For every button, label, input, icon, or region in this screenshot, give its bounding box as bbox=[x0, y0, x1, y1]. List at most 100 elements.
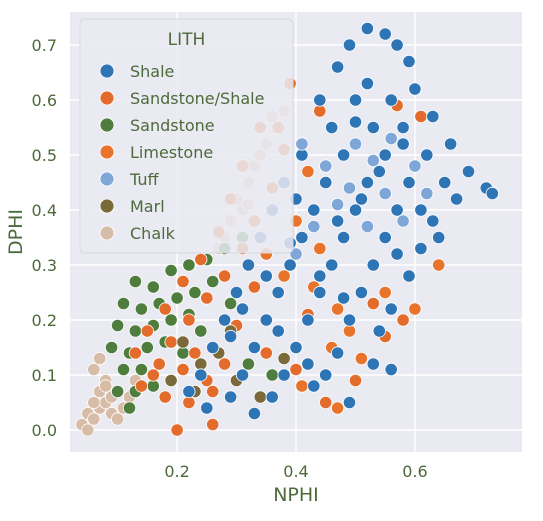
point-limestone bbox=[354, 351, 368, 366]
legend-label: Limestone bbox=[130, 143, 213, 162]
point-shale bbox=[348, 203, 363, 217]
point-shale bbox=[194, 368, 208, 382]
point-shale bbox=[313, 93, 327, 107]
legend-marker bbox=[99, 63, 115, 79]
point-tuff bbox=[319, 159, 333, 173]
point-limestone bbox=[313, 241, 327, 256]
point-shale bbox=[319, 368, 333, 382]
point-shale bbox=[378, 148, 392, 162]
legend-label: Marl bbox=[130, 197, 165, 216]
x-tick-label: 0.4 bbox=[283, 462, 308, 481]
point-shale bbox=[247, 406, 261, 421]
y-axis-ticks: 0.0 0.1 0.2 0.3 0.4 0.5 0.6 0.7 bbox=[32, 36, 57, 440]
point-tuff bbox=[330, 197, 345, 212]
point-limestone bbox=[432, 258, 446, 272]
point-shale bbox=[241, 258, 255, 272]
point-shale bbox=[289, 340, 303, 355]
point-sandstone-shale bbox=[206, 417, 220, 432]
point-shale bbox=[354, 192, 368, 206]
point-shale bbox=[182, 384, 196, 399]
point-shale bbox=[200, 401, 214, 415]
point-sandstone-shale bbox=[158, 390, 172, 404]
point-shale bbox=[307, 203, 321, 217]
y-tick-label: 0.7 bbox=[32, 36, 57, 55]
y-tick-label: 0.2 bbox=[32, 311, 57, 330]
point-tuff bbox=[348, 137, 363, 151]
point-sandstone-shale bbox=[200, 291, 214, 305]
point-shale bbox=[366, 357, 380, 371]
point-shale bbox=[366, 258, 380, 272]
point-shale bbox=[271, 285, 285, 300]
legend-marker bbox=[99, 171, 115, 187]
legend-label: Chalk bbox=[130, 224, 176, 243]
point-shale bbox=[366, 120, 380, 135]
point-shale bbox=[247, 340, 261, 355]
point-shale bbox=[426, 109, 440, 124]
point-shale bbox=[259, 313, 273, 327]
legend-label: Sandstone/Shale bbox=[130, 89, 264, 108]
point-shale bbox=[277, 368, 291, 382]
legend: LITH Shale Sandstone/Shale Sandstone Limest… bbox=[79, 18, 294, 254]
legend-marker bbox=[99, 117, 115, 133]
point-shale bbox=[408, 82, 422, 96]
point-sandstone bbox=[188, 285, 202, 300]
point-tuff bbox=[342, 181, 357, 195]
point-shale bbox=[438, 175, 452, 190]
point-sandstone bbox=[122, 401, 137, 415]
point-sandstone-shale bbox=[289, 362, 303, 377]
point-sandstone-shale bbox=[182, 395, 196, 410]
point-shale bbox=[390, 203, 404, 217]
y-axis-label: DPHI bbox=[5, 209, 27, 255]
point-marl bbox=[253, 390, 267, 404]
point-limestone bbox=[408, 302, 422, 316]
point-chalk bbox=[99, 379, 113, 393]
point-tuff bbox=[384, 131, 398, 146]
point-marl bbox=[176, 335, 190, 349]
point-shale bbox=[414, 241, 428, 256]
x-tick-label: 0.2 bbox=[164, 462, 189, 481]
point-chalk bbox=[87, 412, 101, 426]
point-sandstone bbox=[134, 302, 148, 316]
point-shale bbox=[348, 93, 363, 107]
point-shale bbox=[342, 38, 357, 52]
point-shale bbox=[396, 137, 410, 151]
point-shale bbox=[396, 120, 410, 135]
legend-box bbox=[79, 18, 294, 254]
point-shale bbox=[313, 285, 327, 300]
point-shale bbox=[449, 192, 464, 206]
point-sandstone-shale bbox=[146, 368, 160, 382]
point-sandstone-shale bbox=[182, 313, 196, 327]
point-shale bbox=[354, 285, 368, 300]
point-sandstone-shale bbox=[170, 423, 184, 437]
point-sandstone bbox=[241, 357, 255, 371]
point-marl bbox=[194, 357, 208, 371]
point-shale bbox=[461, 164, 476, 179]
point-sandstone bbox=[128, 324, 142, 338]
point-sandstone-shale bbox=[152, 357, 166, 371]
point-tuff bbox=[289, 247, 303, 261]
point-sandstone bbox=[176, 346, 190, 360]
point-shale bbox=[235, 368, 250, 382]
point-shale bbox=[420, 148, 434, 162]
y-tick-label: 0.5 bbox=[32, 146, 57, 165]
point-sandstone bbox=[146, 379, 160, 393]
point-tuff bbox=[366, 153, 380, 168]
point-tuff bbox=[378, 186, 392, 201]
point-shale bbox=[229, 285, 244, 300]
point-shale bbox=[307, 379, 321, 393]
point-shale bbox=[271, 324, 285, 338]
point-shale bbox=[426, 214, 440, 228]
point-shale bbox=[313, 269, 327, 283]
point-sandstone-shale bbox=[140, 324, 154, 338]
y-tick-label: 0.0 bbox=[32, 421, 57, 440]
point-shale bbox=[235, 302, 250, 316]
point-shale bbox=[342, 395, 357, 410]
point-marl bbox=[277, 351, 291, 366]
point-sandstone-shale bbox=[194, 252, 208, 267]
point-tuff bbox=[396, 214, 410, 228]
point-shale bbox=[342, 313, 357, 327]
point-sandstone bbox=[140, 340, 154, 355]
point-chalk bbox=[93, 351, 107, 366]
point-chalk bbox=[87, 395, 101, 410]
